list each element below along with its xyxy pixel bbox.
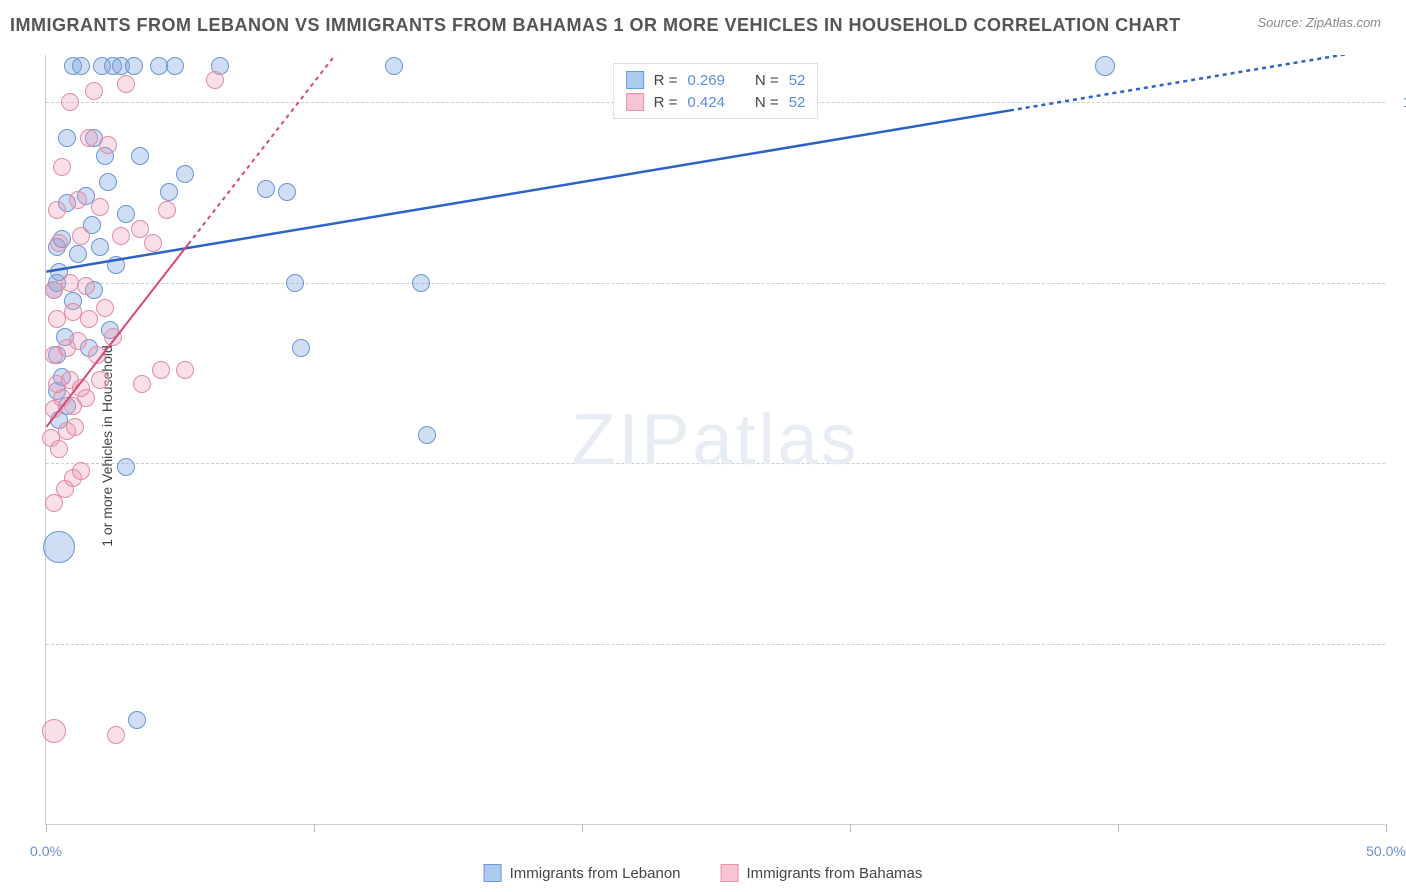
- scatter-point: [99, 173, 117, 191]
- x-tick: [582, 824, 583, 832]
- x-tick: [46, 824, 47, 832]
- scatter-point: [104, 328, 122, 346]
- scatter-point: [50, 440, 68, 458]
- legend-item: Immigrants from Lebanon: [484, 864, 681, 882]
- legend-label: Immigrants from Bahamas: [747, 865, 923, 882]
- scatter-point: [96, 299, 114, 317]
- scatter-point: [117, 205, 135, 223]
- stats-n-value: 52: [789, 72, 806, 89]
- y-gridline: [46, 644, 1385, 645]
- scatter-point: [72, 379, 90, 397]
- scatter-point: [292, 339, 310, 357]
- x-tick: [1386, 824, 1387, 832]
- y-tick-label: 100.0%: [1403, 94, 1406, 110]
- scatter-point: [412, 274, 430, 292]
- scatter-point: [88, 346, 106, 364]
- y-gridline: [46, 283, 1385, 284]
- scatter-point: [1095, 56, 1115, 76]
- x-tick-label: 0.0%: [30, 843, 62, 859]
- scatter-point: [42, 719, 66, 743]
- x-tick: [850, 824, 851, 832]
- plot-area: ZIPatlas R =0.269N =52R =0.424N =52 85.0…: [45, 55, 1385, 825]
- scatter-point: [128, 711, 146, 729]
- legend-swatch-icon: [484, 864, 502, 882]
- scatter-point: [91, 198, 109, 216]
- watermark: ZIPatlas: [571, 399, 859, 481]
- scatter-point: [107, 726, 125, 744]
- stats-r-label: R =: [654, 72, 678, 89]
- scatter-point: [107, 256, 125, 274]
- scatter-point: [69, 191, 87, 209]
- scatter-point: [206, 71, 224, 89]
- scatter-point: [61, 93, 79, 111]
- scatter-point: [160, 183, 178, 201]
- scatter-point: [72, 57, 90, 75]
- chart-container: IMMIGRANTS FROM LEBANON VS IMMIGRANTS FR…: [0, 0, 1406, 892]
- scatter-point: [144, 234, 162, 252]
- y-gridline: [46, 463, 1385, 464]
- scatter-point: [257, 180, 275, 198]
- scatter-point: [58, 129, 76, 147]
- chart-title: IMMIGRANTS FROM LEBANON VS IMMIGRANTS FR…: [10, 15, 1181, 36]
- scatter-point: [43, 531, 75, 563]
- stats-n-label: N =: [755, 72, 779, 89]
- scatter-point: [48, 201, 66, 219]
- scatter-point: [91, 371, 109, 389]
- x-tick: [314, 824, 315, 832]
- correlation-stats-box: R = 0.269 N = 52 R = 0.424 N = 52: [613, 63, 819, 119]
- trend-lines-layer: [46, 55, 1385, 824]
- scatter-point: [176, 165, 194, 183]
- stats-r-label: R =: [654, 94, 678, 111]
- scatter-point: [152, 361, 170, 379]
- scatter-point: [85, 82, 103, 100]
- legend: Immigrants from Lebanon Immigrants from B…: [484, 864, 923, 882]
- legend-item: Immigrants from Bahamas: [721, 864, 923, 882]
- scatter-point: [69, 245, 87, 263]
- scatter-point: [66, 418, 84, 436]
- scatter-point: [158, 201, 176, 219]
- scatter-point: [176, 361, 194, 379]
- scatter-point: [69, 332, 87, 350]
- stats-r-value: 0.424: [687, 94, 725, 111]
- scatter-point: [72, 462, 90, 480]
- scatter-point: [125, 57, 143, 75]
- stats-row: R = 0.269 N = 52: [626, 69, 806, 91]
- scatter-point: [131, 220, 149, 238]
- scatter-point: [131, 147, 149, 165]
- scatter-point: [418, 426, 436, 444]
- x-tick-label: 50.0%: [1366, 843, 1406, 859]
- stats-row: R = 0.424 N = 52: [626, 91, 806, 113]
- scatter-point: [133, 375, 151, 393]
- scatter-point: [117, 458, 135, 476]
- scatter-point: [77, 277, 95, 295]
- stats-n-value: 52: [789, 94, 806, 111]
- scatter-point: [278, 183, 296, 201]
- scatter-point: [117, 75, 135, 93]
- stats-swatch-icon: [626, 71, 644, 89]
- source-attribution: Source: ZipAtlas.com: [1257, 15, 1381, 30]
- x-tick: [1118, 824, 1119, 832]
- scatter-point: [286, 274, 304, 292]
- scatter-point: [166, 57, 184, 75]
- scatter-point: [72, 227, 90, 245]
- stats-swatch-icon: [626, 93, 644, 111]
- scatter-point: [53, 158, 71, 176]
- scatter-point: [50, 234, 68, 252]
- scatter-point: [385, 57, 403, 75]
- scatter-point: [61, 274, 79, 292]
- stats-r-value: 0.269: [687, 72, 725, 89]
- scatter-point: [112, 227, 130, 245]
- legend-swatch-icon: [721, 864, 739, 882]
- scatter-point: [80, 129, 98, 147]
- trend-line-solid: [46, 110, 1010, 271]
- scatter-point: [99, 136, 117, 154]
- stats-n-label: N =: [755, 94, 779, 111]
- legend-label: Immigrants from Lebanon: [510, 865, 681, 882]
- scatter-point: [80, 310, 98, 328]
- scatter-point: [91, 238, 109, 256]
